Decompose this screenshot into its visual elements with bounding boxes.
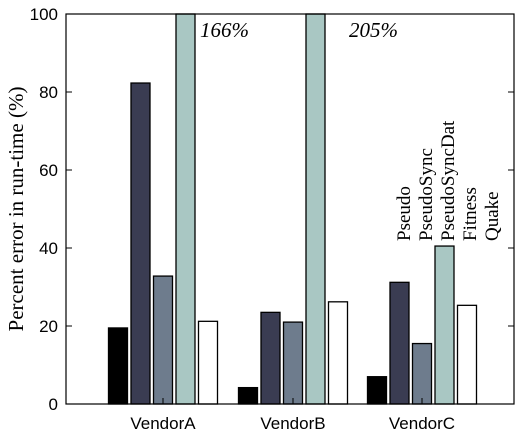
bar-vendora-fitness xyxy=(175,13,196,405)
legend-label-quake: Quake xyxy=(482,191,503,241)
y-axis-label: Percent error in run-time (%) xyxy=(4,87,28,332)
bar-vendora-pseudo xyxy=(107,327,129,405)
x-tick-label-vendora: VendorA xyxy=(130,414,196,433)
bar-vendorc-pseudo xyxy=(366,376,388,405)
y-tick-label: 80 xyxy=(39,83,58,102)
legend-label-fitness: Fitness xyxy=(460,187,481,241)
bar-vendorb-pseudosyncdat xyxy=(282,321,304,405)
x-tick-label-vendorc: VendorC xyxy=(389,414,455,433)
legend-label-pseudo: Pseudo xyxy=(394,186,415,241)
bar-vendorb-pseudo xyxy=(237,386,259,405)
bar-vendora-pseudosyncdat xyxy=(152,275,174,405)
y-tick-label: 0 xyxy=(49,395,58,414)
y-tick-label: 20 xyxy=(39,317,58,336)
legend-label-pseudosyncdat: PseudoSyncDat xyxy=(438,120,459,241)
y-tick-label: 100 xyxy=(30,5,58,24)
bar-vendorc-quake xyxy=(456,304,478,405)
plot-frame xyxy=(65,13,515,405)
bar-vendora-pseudosync xyxy=(130,82,151,405)
x-tick-label-vendorb: VendorB xyxy=(260,414,325,433)
bar-vendorb-pseudosync xyxy=(260,311,281,405)
bars-layer xyxy=(107,13,478,405)
x-ticks: VendorA VendorB VendorC xyxy=(130,398,455,433)
y-tick-label: 60 xyxy=(39,161,58,180)
bar-vendora-quake xyxy=(197,320,219,405)
axes-layer xyxy=(65,13,515,405)
annotation-vendora-fitness: 166% xyxy=(200,18,249,42)
y-ticks: 0 20 40 60 80 100 xyxy=(30,5,514,414)
bar-vendorb-fitness xyxy=(305,13,326,405)
bar-vendorc-fitness xyxy=(434,245,455,405)
annotation-vendorb-fitness: 205% xyxy=(349,18,398,42)
bar-vendorc-pseudosync xyxy=(389,281,410,405)
legend: Pseudo PseudoSync PseudoSyncDat Fitness … xyxy=(394,120,503,241)
bar-vendorb-quake xyxy=(327,301,349,405)
bar-vendorc-pseudosyncdat xyxy=(411,342,433,405)
y-tick-label: 40 xyxy=(39,239,58,258)
legend-label-pseudosync: PseudoSync xyxy=(416,148,437,241)
